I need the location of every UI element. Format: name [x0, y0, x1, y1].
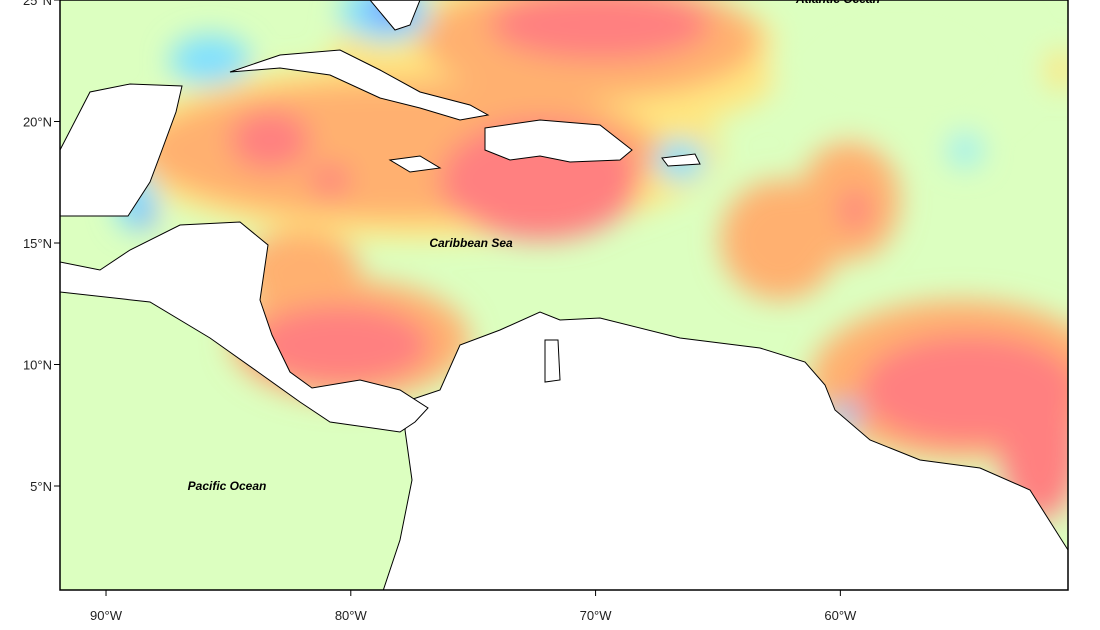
map-frame	[59, 0, 1069, 591]
ocean-label: Atlantic Ocean	[795, 0, 880, 6]
ocean-label: Pacific Ocean	[188, 479, 267, 493]
y-tick-label: 5°N	[30, 479, 52, 494]
ocean-label: Caribbean Sea	[429, 236, 513, 250]
y-tick-label: 25°N	[23, 0, 52, 8]
x-tick-label: 70°W	[580, 608, 613, 623]
x-tick-label: 80°W	[335, 608, 368, 623]
heatmap	[60, 0, 1068, 590]
y-tick-label: 10°N	[23, 357, 52, 372]
y-tick-label: 20°N	[23, 114, 52, 129]
y-tick-label: 15°N	[23, 236, 52, 251]
x-tick-label: 90°W	[90, 608, 123, 623]
x-tick-label: 60°W	[824, 608, 857, 623]
